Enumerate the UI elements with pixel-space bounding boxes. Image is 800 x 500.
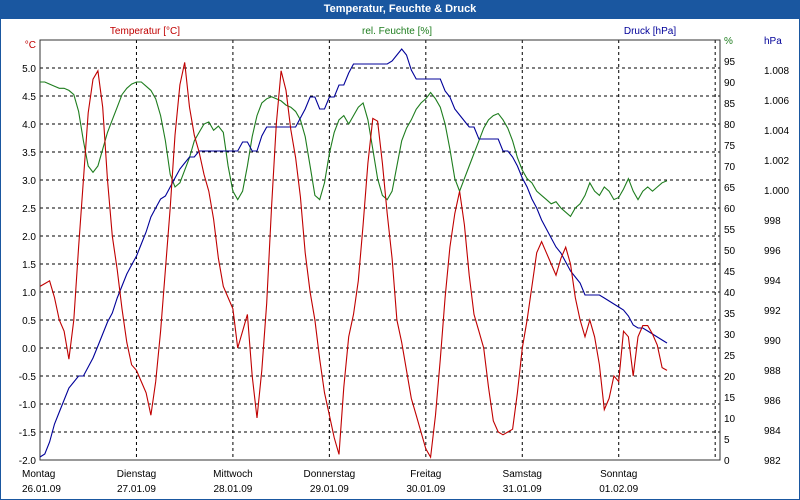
humidity-tick-label: 70 (724, 162, 736, 173)
x-day-label: Donnerstag (304, 469, 356, 480)
humidity-tick-label: 45 (724, 267, 736, 278)
temp-axis-unit: °C (25, 40, 36, 51)
humidity-tick-label: 40 (724, 288, 736, 299)
pressure-tick-label: 982 (764, 456, 781, 467)
x-date-label: 26.01.09 (22, 484, 61, 495)
pressure-tick-label: 1.002 (764, 156, 789, 167)
x-date-label: 31.01.09 (503, 484, 542, 495)
temp-tick-label: 0.0 (22, 344, 36, 355)
pressure-tick-label: 996 (764, 246, 781, 257)
temp-tick-label: 5.0 (22, 64, 36, 75)
humidity-line (40, 81, 668, 218)
pressure-tick-label: 984 (764, 426, 781, 437)
pressure-tick-label: 992 (764, 306, 781, 317)
temp-tick-label: 1.5 (22, 260, 36, 271)
x-date-label: 30.01.09 (406, 484, 445, 495)
temp-tick-label: 3.5 (22, 148, 36, 159)
x-day-label: Freitag (410, 469, 441, 480)
humidity-tick-label: 10 (724, 414, 736, 425)
x-day-label: Mittwoch (213, 469, 252, 480)
humidity-tick-label: 85 (724, 99, 736, 110)
temperature-line (39, 62, 668, 459)
pressure-tick-label: 1.006 (764, 96, 789, 107)
chart: -2.0 -1.5 -1.0 -0.5 0.0 0.5 1.0 1.5 2.0 2.5 3.0 3.5… (19, 26, 790, 495)
humidity-tick-label: 5 (724, 435, 730, 446)
temp-tick-label: 3.0 (22, 176, 36, 187)
pressure-tick-label: 1.004 (764, 126, 789, 137)
humidity-tick-label: 50 (724, 246, 736, 257)
x-day-label: Dienstag (117, 469, 156, 480)
chart-title-bar: Temperatur, Feuchte & Druck (0, 0, 800, 18)
x-day-label: Samstag (503, 469, 542, 480)
humidity-tick-label: 90 (724, 78, 736, 89)
humidity-tick-label: 20 (724, 372, 736, 383)
humidity-tick-label: 35 (724, 309, 736, 320)
plot-border (39, 39, 721, 461)
humidity-tick-label: 95 (724, 57, 736, 68)
x-day-label: Montag (22, 469, 55, 480)
temp-tick-label: 4.5 (22, 92, 36, 103)
temp-tick-label: -1.5 (19, 428, 37, 439)
pressure-tick-label: 988 (764, 366, 781, 377)
pressure-line (39, 48, 668, 458)
humidity-tick-label: 25 (724, 351, 736, 362)
x-day-label: Sonntag (600, 469, 637, 480)
pressure-tick-label: 1.008 (764, 66, 789, 77)
x-date-label: 27.01.09 (117, 484, 156, 495)
humidity-tick-label: % (724, 36, 733, 47)
x-date-label: 01.02.09 (599, 484, 638, 495)
humidity-tick-label: 15 (724, 393, 736, 404)
temp-tick-label: -2.0 (19, 456, 37, 467)
temp-tick-label: 2.0 (22, 232, 36, 243)
temperature-series-label: Temperatur [°C] (110, 26, 180, 37)
temp-tick-label: 4.0 (22, 120, 36, 131)
temp-tick-label: 1.0 (22, 288, 36, 299)
humidity-tick-label: 55 (724, 225, 736, 236)
pressure-series-label: Druck [hPa] (624, 26, 676, 37)
pressure-tick-label: 986 (764, 396, 781, 407)
pressure-tick-label: 990 (764, 336, 781, 347)
x-date-label: 28.01.09 (213, 484, 252, 495)
x-date-label: 29.01.09 (310, 484, 349, 495)
humidity-tick-label: 80 (724, 120, 736, 131)
pressure-tick-label: 994 (764, 276, 781, 287)
humidity-tick-label: 60 (724, 204, 736, 215)
pressure-tick-label: hPa (764, 36, 782, 47)
pressure-tick-label: 1.000 (764, 186, 789, 197)
humidity-tick-label: 30 (724, 330, 736, 341)
humidity-tick-label: 65 (724, 183, 736, 194)
humidity-tick-label: 75 (724, 141, 736, 152)
temp-tick-label: 2.5 (22, 204, 36, 215)
humidity-tick-label: 0 (724, 456, 730, 467)
pressure-tick-label: 998 (764, 216, 781, 227)
temp-tick-label: -1.0 (19, 400, 37, 411)
humidity-series-label: rel. Feuchte [%] (362, 26, 432, 37)
temp-tick-label: -0.5 (19, 372, 37, 383)
temp-tick-label: 0.5 (22, 316, 36, 327)
